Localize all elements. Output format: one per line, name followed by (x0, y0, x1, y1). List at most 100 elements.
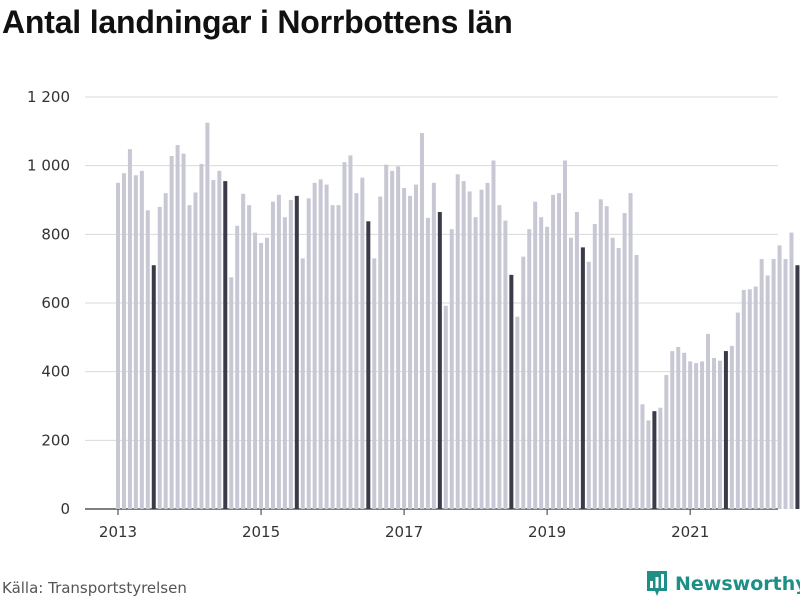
bar (318, 179, 323, 509)
bar (139, 170, 144, 509)
bar (133, 175, 138, 509)
bar (294, 195, 299, 509)
bar (235, 225, 240, 509)
bar (330, 205, 335, 509)
bar (384, 164, 389, 509)
y-tick-label: 400 (41, 363, 70, 381)
bar (783, 259, 788, 509)
bar (467, 191, 472, 510)
brand-name: Newsworthy (675, 573, 800, 595)
bar (640, 404, 645, 509)
bar (193, 192, 198, 509)
bar (414, 184, 418, 510)
y-tick-label: 800 (41, 225, 70, 243)
bar (223, 181, 228, 509)
bar (211, 180, 216, 509)
bar (604, 206, 609, 509)
bar (545, 226, 550, 509)
bar (777, 245, 782, 509)
bar (592, 224, 597, 509)
bar (437, 212, 442, 509)
bar (336, 205, 341, 509)
bar (276, 194, 281, 509)
bar (312, 182, 317, 509)
bar (771, 259, 776, 509)
bar (515, 316, 520, 509)
x-tick-label: 2015 (242, 523, 280, 541)
bar (390, 170, 395, 509)
bar (354, 193, 359, 509)
bar (419, 133, 424, 510)
bar (509, 274, 514, 509)
bar (485, 182, 490, 509)
bar (455, 174, 460, 509)
y-tick-label: 1 000 (27, 157, 70, 175)
bars (116, 122, 800, 510)
bar (491, 160, 496, 509)
bar (306, 198, 311, 509)
bar (551, 194, 556, 509)
bar (527, 229, 532, 509)
bar (765, 275, 770, 509)
bar (241, 193, 246, 509)
bar (723, 351, 728, 509)
bar (324, 184, 329, 510)
bar (265, 237, 269, 509)
y-tick-label: 600 (41, 294, 70, 312)
bar (574, 212, 579, 509)
bar (795, 265, 800, 509)
bar (205, 122, 210, 509)
y-tick-label: 1 200 (27, 88, 70, 106)
bar (580, 247, 585, 509)
bar (408, 195, 413, 509)
bar (634, 254, 639, 509)
bar (658, 407, 663, 509)
bar (616, 248, 621, 509)
bar (157, 206, 162, 509)
brand-logo: Newsworthy (645, 569, 800, 599)
bar (175, 145, 180, 509)
bar (270, 201, 275, 509)
bar (127, 149, 132, 509)
bar (121, 173, 126, 509)
bar (706, 333, 711, 509)
x-tick-label: 2021 (671, 523, 709, 541)
bar (378, 196, 383, 509)
bar (646, 420, 651, 509)
bar (479, 189, 484, 509)
bar (568, 237, 573, 509)
bar (199, 163, 204, 509)
bar (247, 205, 252, 509)
bar (229, 277, 234, 509)
bar (282, 217, 287, 510)
bar (360, 177, 365, 509)
bar (670, 351, 675, 509)
bar (747, 289, 752, 509)
y-tick-label: 0 (60, 500, 70, 518)
bar (610, 237, 615, 509)
bar (789, 232, 794, 509)
bar (151, 265, 156, 509)
bar (729, 345, 734, 509)
source-note: Källa: Transportstyrelsen (2, 579, 187, 597)
bar (628, 193, 633, 509)
bar (431, 182, 436, 509)
x-tick-label: 2017 (385, 523, 423, 541)
chart-title: Antal landningar i Norrbottens län (2, 4, 513, 40)
bar (163, 193, 168, 509)
bar (366, 221, 371, 510)
bar (753, 286, 758, 509)
bar (116, 182, 120, 509)
bar (664, 375, 669, 509)
bar (521, 256, 526, 509)
x-tick-label: 2019 (528, 523, 566, 541)
bar (557, 193, 562, 509)
bar (449, 229, 454, 509)
bar (682, 352, 687, 509)
bar (717, 360, 722, 509)
bar (396, 166, 401, 509)
bar (217, 170, 222, 509)
bar (259, 242, 264, 510)
bar (187, 205, 192, 509)
